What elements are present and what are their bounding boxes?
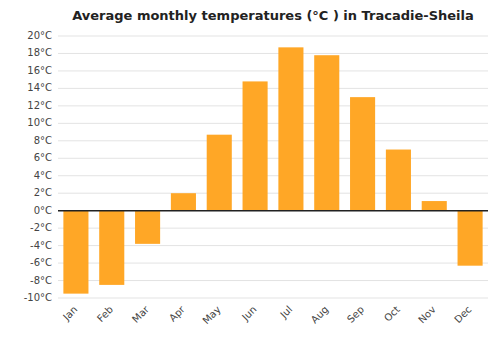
bars <box>63 47 482 293</box>
bar <box>243 81 268 210</box>
y-tick-label: 0°C <box>34 205 52 216</box>
grid-line <box>58 123 488 124</box>
x-tick-label: Jul <box>277 304 294 321</box>
chart: -10°C -8°C -6°C -4°C -2°C 0°C 2°C 4°C 6°C 8°C 10°C… <box>0 0 500 350</box>
x-tick-label: Jun <box>239 304 259 324</box>
bar <box>458 211 483 266</box>
grid-line <box>58 70 488 71</box>
grid <box>58 36 488 298</box>
y-tick-label: 8°C <box>34 135 52 146</box>
y-tick-label: -8°C <box>30 275 52 286</box>
bar <box>99 211 124 285</box>
grid-line <box>58 210 488 211</box>
y-tick-label: 18°C <box>27 47 52 58</box>
bar <box>63 211 88 294</box>
bar <box>171 193 196 210</box>
grid-line <box>58 88 488 89</box>
bar <box>386 150 411 211</box>
bar <box>350 97 375 211</box>
x-tick-label: Mar <box>130 303 152 325</box>
y-tick-label: -6°C <box>30 257 52 268</box>
x-tick-label: Feb <box>95 304 115 324</box>
grid-line <box>58 140 488 141</box>
x-tick-label: Sep <box>345 304 366 325</box>
y-tick-label: 16°C <box>27 65 52 76</box>
y-tick-label: 4°C <box>34 170 52 181</box>
y-tick-label: 14°C <box>27 82 52 93</box>
y-tick-label: -4°C <box>30 240 52 251</box>
y-tick-label: 12°C <box>27 100 52 111</box>
bar <box>135 211 160 244</box>
title: Average monthly temperatures (°C ) in Tr… <box>72 8 474 23</box>
y-tick-label: -10°C <box>24 292 52 303</box>
x-tick-label: Nov <box>416 304 438 326</box>
grid-line <box>58 105 488 106</box>
bar <box>278 47 303 210</box>
grid-line <box>58 298 488 299</box>
y-tick-label: 2°C <box>34 187 52 198</box>
chart-container: -10°C -8°C -6°C -4°C -2°C 0°C 2°C 4°C 6°C 8°C 10°C… <box>0 0 500 350</box>
bar <box>422 201 447 211</box>
x-tick-label: May <box>200 304 222 326</box>
x-tick-label: Apr <box>167 303 188 324</box>
x-axis: Jan Feb Mar Apr May Jun Jul Aug Sep Oct Nov Dec <box>60 303 474 326</box>
x-tick-label: Aug <box>309 304 331 326</box>
y-tick-label: -2°C <box>30 222 52 233</box>
grid-line <box>58 53 488 54</box>
grid-line <box>58 193 488 194</box>
y-tick-label: 20°C <box>27 30 52 41</box>
zero-line <box>58 210 488 212</box>
grid-line <box>58 175 488 176</box>
y-tick-label: 6°C <box>34 152 52 163</box>
y-tick-label: 10°C <box>27 117 52 128</box>
grid-line <box>58 158 488 159</box>
x-tick-label: Dec <box>452 304 473 325</box>
x-tick-label: Jan <box>60 304 79 323</box>
y-axis: -10°C -8°C -6°C -4°C -2°C 0°C 2°C 4°C 6°C 8°C 10°C… <box>24 30 52 303</box>
bar <box>314 55 339 210</box>
grid-line <box>58 36 488 37</box>
bar <box>207 135 232 211</box>
x-tick-label: Oct <box>382 304 402 324</box>
